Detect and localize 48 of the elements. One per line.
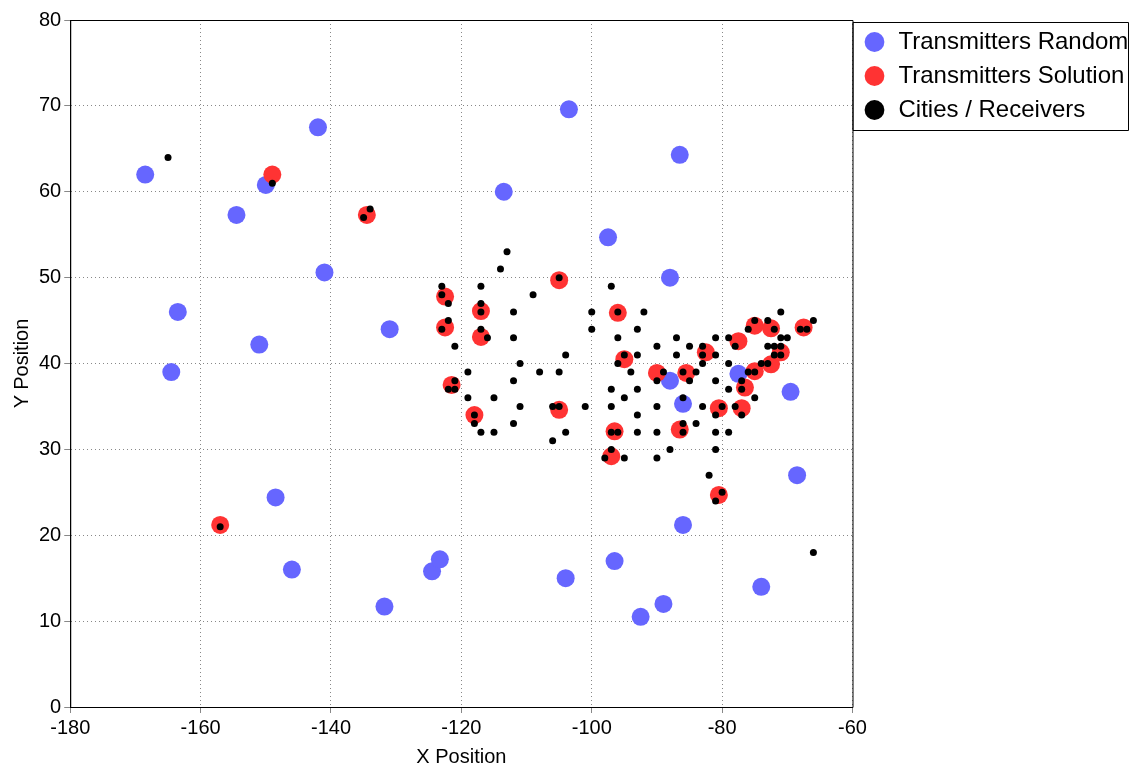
x-tick-label: -80 xyxy=(707,715,737,738)
y-tick-label: 40 xyxy=(39,351,62,374)
y-tick-label: 0 xyxy=(50,694,62,717)
point xyxy=(136,165,155,184)
point xyxy=(266,488,285,507)
y-tick-label: 10 xyxy=(39,608,62,631)
legend-label: Transmitters Solution xyxy=(898,60,1125,88)
x-tick-label: -180 xyxy=(50,715,91,738)
point xyxy=(674,515,693,534)
point xyxy=(654,594,673,613)
point xyxy=(670,145,689,164)
point xyxy=(162,363,181,382)
point xyxy=(494,182,513,201)
point xyxy=(660,371,679,390)
y-tick-label: 70 xyxy=(39,93,62,116)
x-tick-label: -100 xyxy=(571,715,612,738)
point xyxy=(556,569,575,588)
x-axis-title: X Position xyxy=(416,744,507,767)
legend-label: Transmitters Random xyxy=(898,26,1129,54)
point xyxy=(380,320,399,339)
point xyxy=(227,205,246,224)
point xyxy=(315,263,334,282)
point xyxy=(282,560,301,579)
point xyxy=(752,577,771,596)
x-tick-label: -60 xyxy=(838,715,867,738)
point xyxy=(308,118,327,137)
x-tick-label: -120 xyxy=(441,715,482,738)
point xyxy=(605,552,624,571)
x-tick-label: -160 xyxy=(180,715,221,738)
y-tick-label: 30 xyxy=(39,436,62,459)
point xyxy=(599,228,618,247)
point xyxy=(660,268,679,287)
point xyxy=(631,607,650,626)
point xyxy=(375,597,394,616)
y-axis-title: Y Position xyxy=(9,318,32,409)
y-tick-label: 50 xyxy=(39,265,62,288)
legend-label: Cities / Receivers xyxy=(898,94,1086,122)
point xyxy=(559,100,578,119)
point xyxy=(263,165,282,184)
y-tick-label: 80 xyxy=(39,7,62,30)
x-tick-label: -140 xyxy=(310,715,352,738)
y-tick-label: 20 xyxy=(39,522,62,545)
point xyxy=(168,302,187,321)
y-tick-label: 60 xyxy=(39,179,62,202)
point xyxy=(788,466,807,485)
point xyxy=(430,550,449,569)
point xyxy=(250,335,269,354)
point xyxy=(781,382,800,401)
